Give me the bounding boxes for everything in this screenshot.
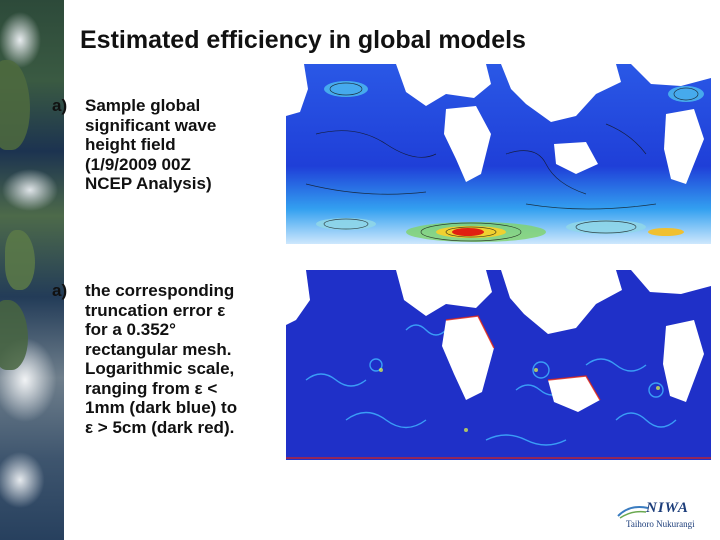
caption-line: (1/9/2009 00Z bbox=[85, 154, 191, 174]
caption-line: for a 0.352° bbox=[85, 320, 176, 339]
caption-line: ε > 5cm (dark red). bbox=[85, 417, 235, 437]
caption-wave-height: a) Sample global significant wave height… bbox=[52, 96, 252, 194]
logo-tagline: Taihoro Nukurangi bbox=[626, 519, 695, 529]
caption-line: 1mm (dark blue) to bbox=[85, 398, 238, 417]
niwa-logo: NIWA Taihoro Nukurangi bbox=[616, 500, 716, 534]
truncation-error-map bbox=[286, 270, 711, 470]
caption-line: rectangular mesh. bbox=[85, 339, 232, 359]
caption-line: significant wave bbox=[85, 115, 217, 135]
caption-line: ranging from ε < bbox=[85, 378, 218, 398]
caption-line: truncation error ε bbox=[85, 300, 226, 320]
caption-line: the corresponding bbox=[85, 281, 235, 300]
caption-text: Sample global significant wave height fi… bbox=[85, 96, 252, 194]
caption-truncation-error: a) the corresponding truncation error ε … bbox=[52, 281, 267, 437]
satellite-image-strip bbox=[0, 0, 64, 540]
caption-line: height field bbox=[85, 135, 176, 154]
slide-title: Estimated efficiency in global models bbox=[80, 26, 526, 54]
caption-line: Logarithmic scale, bbox=[85, 359, 235, 378]
caption-line: Sample global bbox=[85, 96, 201, 115]
logo-swoosh-icon bbox=[617, 506, 649, 519]
caption-line: NCEP Analysis) bbox=[85, 174, 212, 193]
caption-text: the corresponding truncation error ε for… bbox=[85, 281, 267, 437]
caption-marker: a) bbox=[52, 96, 68, 115]
wave-height-map bbox=[286, 64, 711, 250]
caption-marker: a) bbox=[52, 281, 68, 300]
logo-name: NIWA bbox=[646, 500, 689, 516]
